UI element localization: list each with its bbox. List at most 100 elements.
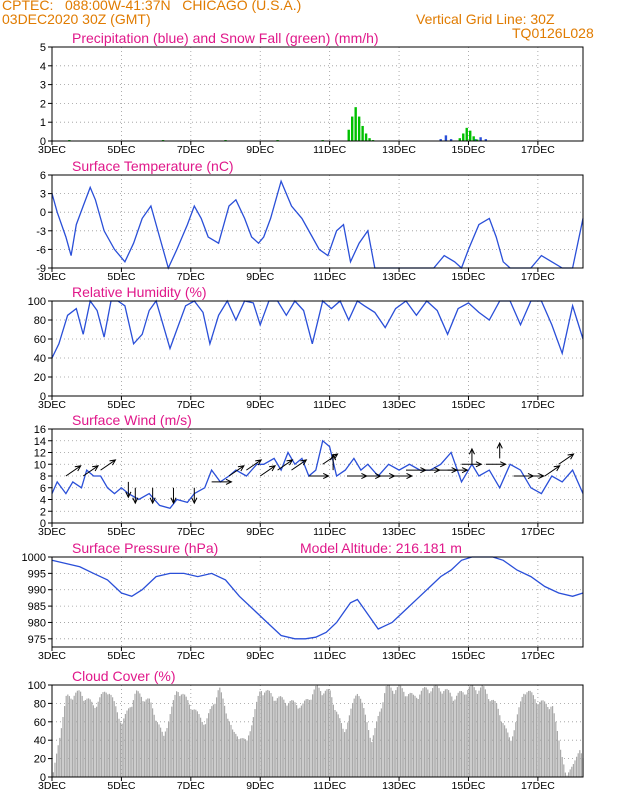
- precip-bar: [357, 116, 361, 141]
- cloud-bar: [328, 689, 330, 777]
- x-tick-label: 13DEC: [382, 399, 416, 411]
- cloud-bar: [409, 692, 411, 777]
- cloud-bar: [188, 704, 190, 777]
- panel-title: Surface Wind (m/s): [72, 412, 192, 428]
- cloud-bar: [198, 714, 200, 777]
- cloud-bar: [182, 693, 184, 777]
- cloud-bar: [347, 722, 349, 777]
- y-tick-label: 1: [40, 117, 46, 129]
- cloud-bar: [236, 736, 238, 777]
- cloud-bar: [158, 724, 160, 777]
- cloud-bar: [555, 721, 557, 777]
- precip-bar: [449, 139, 453, 141]
- cloud-bar: [545, 703, 547, 777]
- cloud-bar: [452, 700, 454, 777]
- cloud-bar: [475, 690, 477, 777]
- cloud-bar: [257, 695, 259, 777]
- cloud-bar: [332, 704, 334, 777]
- cloud-bar: [315, 685, 317, 777]
- cloud-bar: [272, 696, 274, 777]
- x-tick-label: 9DEC: [246, 271, 274, 283]
- cloud-bar: [291, 700, 293, 777]
- cloud-bar: [252, 717, 254, 777]
- x-tick-label: 15DEC: [452, 271, 486, 283]
- wind-arrow-head: [74, 465, 82, 472]
- cloud-bar: [438, 688, 440, 777]
- cloud-bar: [329, 690, 331, 777]
- cloud-bar: [353, 698, 355, 777]
- cloud-bar: [294, 702, 296, 777]
- precip-bar: [368, 138, 371, 141]
- cloud-bar: [339, 718, 341, 777]
- cloud-bar: [486, 693, 488, 777]
- cloud-bar: [161, 731, 163, 777]
- cloud-bar: [369, 737, 371, 777]
- cloud-bar: [67, 694, 69, 777]
- wind-arrow: [544, 465, 560, 477]
- cloud-bar: [288, 702, 290, 777]
- cloud-bar: [505, 728, 507, 777]
- cloud-bar: [187, 700, 189, 777]
- precip-bar: [479, 137, 482, 141]
- wind-arrow-head: [496, 441, 503, 449]
- wind-arrow-head: [170, 497, 177, 505]
- wind-arrow-head: [553, 465, 561, 472]
- cloud-bar: [76, 690, 78, 777]
- cloud-bar: [558, 740, 560, 777]
- cloud-bar: [364, 714, 366, 777]
- cloud-bar: [363, 708, 365, 777]
- cloud-bar: [139, 693, 141, 777]
- cloud-bar: [129, 707, 131, 777]
- cloud-bar: [430, 691, 432, 777]
- cloud-bar: [147, 698, 149, 777]
- cloud-bar: [78, 690, 80, 777]
- cloud-bar: [464, 694, 466, 777]
- cloud-bar: [248, 735, 250, 777]
- cloud-bar: [342, 728, 344, 777]
- cloud-bar: [521, 696, 523, 777]
- cloud-bar: [336, 711, 338, 777]
- cloud-bar: [268, 690, 270, 777]
- cloud-bar: [388, 685, 390, 777]
- y-tick-label: 40: [34, 353, 46, 365]
- cloud-bar: [217, 690, 219, 777]
- cloud-bar: [497, 708, 499, 777]
- cloud-bar: [156, 722, 158, 777]
- x-tick-label: 9DEC: [246, 780, 274, 792]
- precip-bar: [472, 136, 475, 141]
- cloud-bar: [62, 717, 64, 777]
- cloud-bar: [100, 694, 102, 777]
- x-tick-label: 17DEC: [521, 144, 555, 156]
- cloud-bar: [108, 693, 110, 777]
- y-tick-label: 100: [28, 680, 46, 692]
- y-tick-label: 2: [40, 506, 46, 518]
- x-tick-label: 5DEC: [107, 271, 135, 283]
- x-tick-label: 15DEC: [452, 144, 486, 156]
- cloud-bar: [355, 695, 357, 777]
- cloud-bar: [374, 728, 376, 777]
- cloud-bar: [278, 696, 280, 777]
- cloud-bar: [392, 690, 394, 777]
- cloud-bar: [83, 700, 85, 777]
- cloud-bar: [134, 693, 136, 777]
- cloud-bar: [579, 750, 581, 777]
- wind-arrow-head: [125, 491, 132, 499]
- cloud-bar: [446, 688, 448, 777]
- cloud-bar: [296, 705, 298, 777]
- cloud-bar: [414, 695, 416, 777]
- x-tick-label: 13DEC: [382, 780, 416, 792]
- y-tick-label: 80: [34, 315, 46, 327]
- cloud-bar: [176, 691, 178, 777]
- cloud-bar: [470, 685, 472, 777]
- wind-arrow-head: [286, 459, 294, 466]
- cloud-bar: [312, 694, 314, 777]
- cloud-bar: [235, 733, 237, 777]
- cloud-bar: [164, 731, 166, 777]
- cloud-bar: [481, 685, 483, 777]
- x-tick-label: 5DEC: [107, 526, 135, 538]
- cloud-bar: [267, 689, 269, 777]
- panel-frame: [51, 684, 584, 778]
- panel-title: Surface Pressure (hPa): [72, 540, 218, 556]
- wind-arrow: [228, 465, 245, 477]
- cloud-bar: [492, 699, 494, 777]
